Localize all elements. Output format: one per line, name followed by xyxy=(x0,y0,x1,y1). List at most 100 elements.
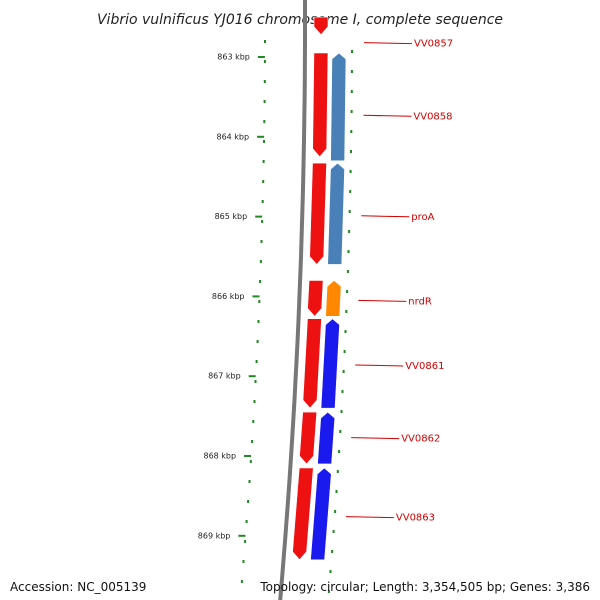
scale-dot xyxy=(258,300,261,303)
scale-dot xyxy=(263,140,265,143)
outer-dot xyxy=(346,270,349,273)
outer-dot xyxy=(334,510,337,513)
scale-dot xyxy=(248,480,251,483)
gene-label-leader xyxy=(361,215,410,218)
scale-dot xyxy=(247,500,250,503)
forward-gene-arrow xyxy=(299,411,318,465)
outer-dot xyxy=(345,310,348,313)
outer-dot xyxy=(348,230,351,233)
outer-dot xyxy=(344,330,347,333)
scale-dot xyxy=(263,120,266,123)
outer-dot xyxy=(348,210,351,213)
reverse-gene-arrow xyxy=(320,318,340,409)
tick-label: 869 kbp xyxy=(198,531,231,540)
gene-label: VV0857 xyxy=(414,39,453,50)
reverse-gene-arrow xyxy=(317,411,336,465)
outer-dot xyxy=(327,590,330,593)
outer-dot xyxy=(329,570,332,573)
outer-dot xyxy=(341,390,344,393)
gene-label-leader xyxy=(345,516,394,519)
scale-dot xyxy=(257,320,260,323)
tick-mark xyxy=(255,215,263,218)
forward-gene-arrow xyxy=(309,162,327,265)
gene-label-leader xyxy=(351,437,400,440)
accession-text: Accession: NC_005139 xyxy=(10,580,147,594)
outer-dot xyxy=(351,50,353,53)
scale-dot xyxy=(252,420,255,423)
scale-dot xyxy=(256,340,259,343)
gene-label: VV0863 xyxy=(396,513,435,524)
scale-dot xyxy=(259,260,262,263)
scale-dot xyxy=(242,560,245,563)
scale-dot xyxy=(263,60,266,63)
scale-dot xyxy=(264,40,266,43)
backbone-line xyxy=(278,0,307,600)
forward-gene-arrow xyxy=(312,52,329,158)
forward-gene-arrow xyxy=(292,467,314,561)
scale-dot xyxy=(253,400,256,403)
scale-dot xyxy=(262,160,265,163)
outer-dot xyxy=(350,70,353,73)
scale-dot xyxy=(255,360,258,363)
outer-dot xyxy=(342,370,345,373)
scale-dot xyxy=(244,540,247,543)
reverse-gene-arrow xyxy=(330,52,347,162)
tick-label: 866 kbp xyxy=(212,292,245,301)
gene-label-leader xyxy=(363,42,413,45)
scale-dot xyxy=(240,580,243,583)
gene-label-leader xyxy=(358,299,407,302)
gene-label: VV0858 xyxy=(413,111,452,122)
outer-dot xyxy=(350,90,353,93)
forward-gene-arrow xyxy=(302,318,322,409)
tick-label: 868 kbp xyxy=(203,452,236,461)
backbone-layer xyxy=(278,0,307,600)
reverse-gene-arrow xyxy=(310,467,332,561)
outer-dot xyxy=(349,170,352,173)
scale-dot xyxy=(263,100,266,103)
tick-mark xyxy=(244,455,252,457)
outer-dot xyxy=(349,190,352,193)
scale-ticks: 863 kbp 864 kbp 865 kbp 866 kbp 867 kbp 868 k… xyxy=(198,53,265,540)
tick-mark xyxy=(252,295,260,298)
tick-label: 863 kbp xyxy=(217,53,250,62)
gene-label-leader xyxy=(363,114,412,117)
outer-dot xyxy=(347,250,350,253)
scale-dot xyxy=(249,460,252,463)
dot-track xyxy=(240,40,353,593)
outer-dot xyxy=(332,530,335,533)
tick-mark xyxy=(248,375,256,378)
outer-dot xyxy=(346,290,349,293)
outer-dot xyxy=(339,430,342,433)
scale-dot xyxy=(259,280,262,283)
scale-dot xyxy=(245,520,248,523)
outer-dot xyxy=(343,350,346,353)
tick-label: 865 kbp xyxy=(215,212,248,221)
map-title: Vibrio vulnificus YJ016 chromosome I, co… xyxy=(97,12,503,28)
outer-dot xyxy=(350,110,353,113)
outer-dot xyxy=(338,450,341,453)
gene-label: proA xyxy=(411,212,434,223)
scale-dot xyxy=(261,220,264,223)
outer-dot xyxy=(350,130,353,133)
scale-dot xyxy=(263,80,266,83)
reverse-gene-arrow xyxy=(325,280,342,317)
outer-dot xyxy=(336,470,339,473)
tick-label: 864 kbp xyxy=(216,132,249,141)
forward-gene-arrow xyxy=(313,16,329,36)
forward-gene-arrow xyxy=(307,280,324,317)
scale-dot xyxy=(254,380,257,383)
outer-dot xyxy=(335,490,338,493)
gene-label: nrdR xyxy=(408,296,432,307)
scale-dot xyxy=(262,180,265,183)
gene-features xyxy=(292,16,347,561)
outer-dot xyxy=(350,150,352,153)
outer-dot xyxy=(331,550,334,553)
reverse-gene-arrow xyxy=(327,162,345,265)
gene-label: VV0862 xyxy=(401,434,440,445)
scale-dot xyxy=(261,200,264,203)
gene-labels: VV0857 VV0858 proA nrdR VV0861 VV0862 VV0863 xyxy=(345,39,453,524)
gene-label-leader xyxy=(355,364,404,367)
gene-label: VV0861 xyxy=(405,361,444,372)
tick-mark xyxy=(257,56,265,58)
